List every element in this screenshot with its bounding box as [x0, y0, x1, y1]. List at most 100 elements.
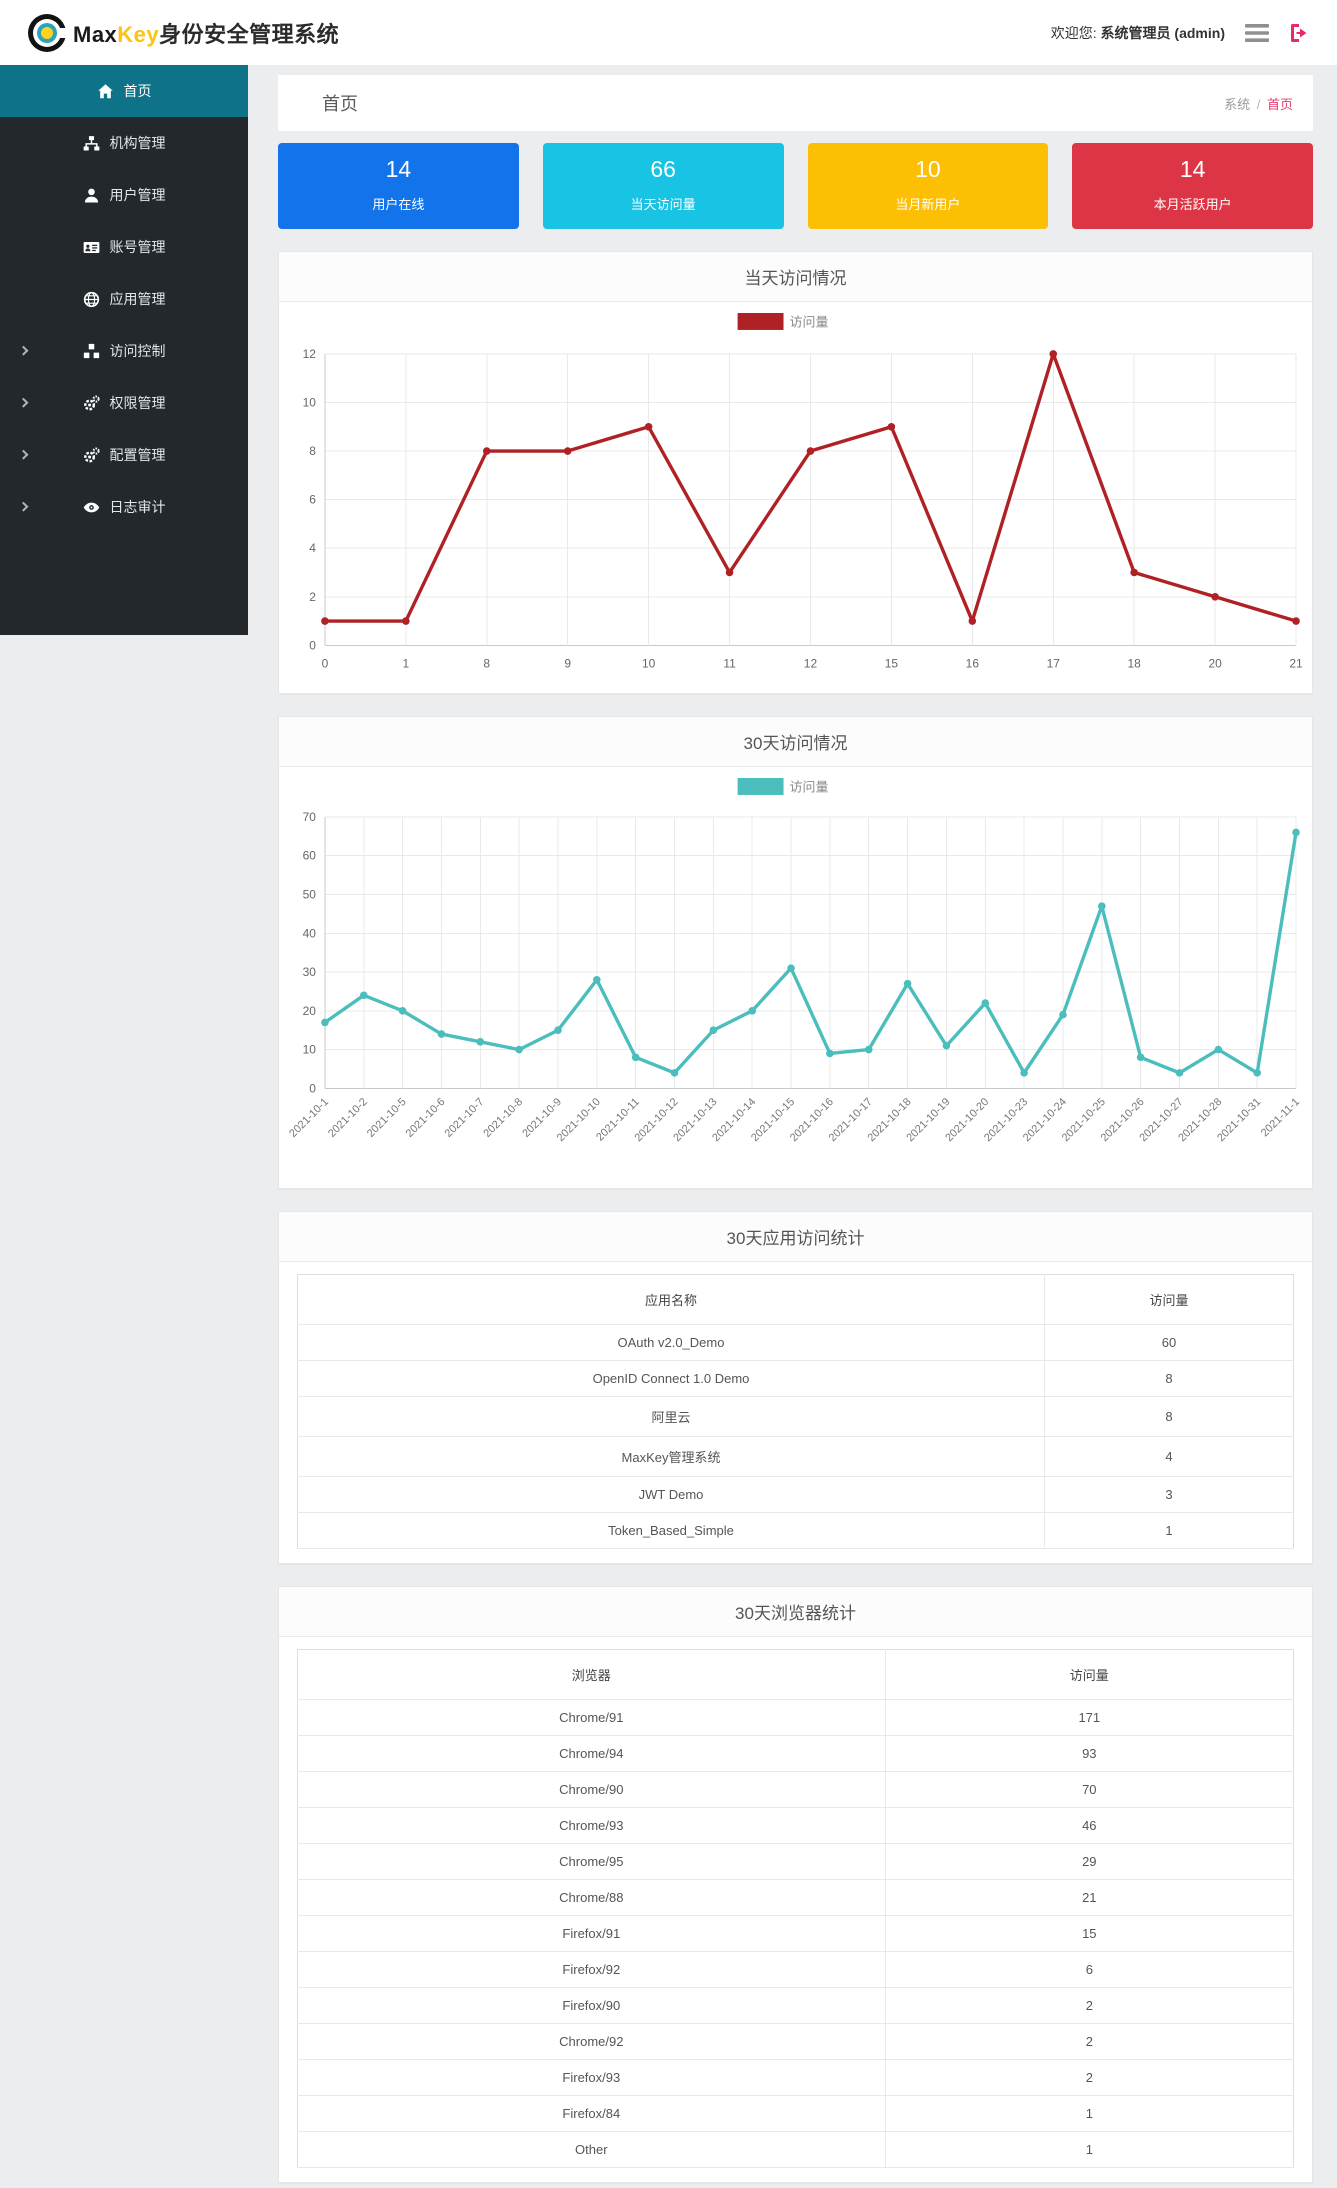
table-row: OpenID Connect 1.0 Demo 8 [297, 1360, 1294, 1398]
table-cell: Chrome/88 [297, 1879, 886, 1917]
stat-card-users-online: 14 用户在线 [278, 143, 519, 229]
sidebar-item-label: 配置管理 [109, 447, 166, 463]
column-header: 浏览器 [297, 1649, 886, 1701]
sidebar: 首页 机构管理 用户管理 [0, 65, 248, 635]
svg-text:1: 1 [403, 656, 410, 670]
table-row: Chrome/92 2 [297, 2023, 1294, 2061]
sidebar-item-label: 首页 [123, 83, 152, 99]
app-visits-table: 应用名称 访问量 OAuth v2.0_Demo 60 OpenID Connect … [297, 1274, 1294, 1550]
panel-body: 浏览器 访问量 Chrome/91 171 Chrome/94 93 Chrome/90 7… [279, 1637, 1312, 2182]
logo-notch [60, 27, 68, 38]
brand: MaxKey身份安全管理系统 [28, 13, 340, 52]
table-cell: 46 [885, 1807, 1294, 1845]
table-cell: 171 [885, 1699, 1294, 1737]
brand-suffix: 身份安全管理系统 [159, 21, 340, 47]
maxkey-logo-icon [28, 13, 68, 52]
welcome-text: 欢迎您: 系统管理员 (admin) [1051, 23, 1225, 43]
svg-text:10: 10 [303, 1043, 317, 1057]
sidebar-item-configuration[interactable]: 配置管理 [0, 429, 248, 481]
table-row: Chrome/94 93 [297, 1735, 1294, 1773]
table-cell: OpenID Connect 1.0 Demo [297, 1360, 1045, 1398]
cubes-icon [83, 343, 100, 360]
table-row: Chrome/93 46 [297, 1807, 1294, 1845]
table-cell: Chrome/90 [297, 1771, 886, 1809]
table-cell: 29 [885, 1843, 1294, 1881]
welcome-label: 欢迎您: [1050, 24, 1097, 41]
sidebar-item-audit-logs[interactable]: 日志审计 [0, 481, 248, 533]
breadcrumb: 首页 系统 / 首页 [278, 75, 1313, 131]
table-cell: JWT Demo [297, 1476, 1045, 1514]
svg-text:0: 0 [322, 656, 329, 670]
sidebar-item-permissions[interactable]: 权限管理 [0, 377, 248, 429]
logout-icon[interactable] [1289, 23, 1311, 43]
table-cell: OAuth v2.0_Demo [297, 1324, 1045, 1362]
globe-icon [83, 291, 100, 308]
table-cell: Firefox/92 [297, 1951, 886, 1989]
svg-text:2021-11-1: 2021-11-1 [1259, 1096, 1302, 1139]
svg-text:0: 0 [309, 638, 316, 652]
stat-value: 14 [385, 156, 412, 182]
eye-icon [83, 499, 100, 516]
sidebar-item-users[interactable]: 用户管理 [0, 169, 248, 221]
table-cell: 2 [885, 1987, 1294, 2025]
table-cell: 1 [885, 2095, 1294, 2133]
table-header-row: 浏览器 访问量 [297, 1649, 1294, 1701]
main-layout: 首页 机构管理 用户管理 [0, 65, 1337, 2188]
table-cell: 阿里云 [297, 1396, 1045, 1438]
stat-value: 10 [915, 156, 941, 182]
panel-body: 访问量 0 10 20 30 40 50 60 70 2021-10-1 2021-10-2 2021… [279, 767, 1312, 1188]
svg-text:2021-10-5: 2021-10-5 [365, 1096, 409, 1140]
stat-card-active-users: 14 本月活跃用户 [1072, 143, 1313, 229]
table-header-row: 应用名称 访问量 [297, 1274, 1294, 1326]
svg-text:10: 10 [642, 656, 656, 670]
svg-text:21: 21 [1289, 656, 1303, 670]
table-row: Chrome/91 171 [297, 1699, 1294, 1737]
sidebar-item-label: 权限管理 [109, 395, 166, 411]
column-header: 访问量 [1044, 1274, 1294, 1326]
breadcrumb-parent-link[interactable]: 系统 [1224, 96, 1251, 112]
svg-text:2021-10-8: 2021-10-8 [481, 1096, 525, 1140]
sidebar-item-accounts[interactable]: 账号管理 [0, 221, 248, 273]
svg-text:17: 17 [1047, 656, 1061, 670]
top-header: MaxKey身份安全管理系统 欢迎您: 系统管理员 (admin) [0, 0, 1337, 65]
chevron-right-icon [18, 501, 29, 512]
table-cell: 4 [1044, 1436, 1294, 1478]
sidebar-item-apps[interactable]: 应用管理 [0, 273, 248, 325]
table-row: Chrome/90 70 [297, 1771, 1294, 1809]
chevron-right-icon [18, 397, 29, 408]
table-row: Chrome/95 29 [297, 1843, 1294, 1881]
table-cell: 1 [885, 2131, 1294, 2169]
breadcrumb-current-link[interactable]: 首页 [1266, 96, 1293, 112]
sidebar-item-org[interactable]: 机构管理 [0, 117, 248, 169]
table-cell: Chrome/92 [297, 2023, 886, 2061]
sidebar-item-label: 日志审计 [109, 499, 166, 515]
table-cell: Firefox/90 [297, 1987, 886, 2025]
svg-text:8: 8 [483, 656, 490, 670]
panel-body: 访问量 0 2 4 6 8 10 12 0 1 8 9 10 11 12 15 16 17 18 20 21 [279, 302, 1312, 693]
svg-text:0: 0 [309, 1082, 316, 1096]
svg-text:11: 11 [723, 656, 736, 670]
table-cell: 6 [885, 1951, 1294, 1989]
svg-text:12: 12 [303, 347, 317, 361]
svg-text:访问量: 访问量 [790, 314, 829, 329]
svg-text:12: 12 [804, 656, 818, 670]
table-cell: 3 [1044, 1476, 1294, 1514]
table-cell: Chrome/93 [297, 1807, 886, 1845]
id-card-icon [83, 239, 100, 256]
header-actions: 欢迎您: 系统管理员 (admin) [1051, 23, 1311, 43]
menu-toggle-icon[interactable] [1245, 23, 1269, 42]
stat-value: 66 [650, 156, 676, 182]
svg-text:9: 9 [564, 656, 571, 670]
stat-label: 当天访问量 [630, 197, 696, 212]
sidebar-item-home[interactable]: 首页 [0, 65, 248, 117]
svg-text:40: 40 [303, 927, 317, 941]
sidebar-item-access-control[interactable]: 访问控制 [0, 325, 248, 377]
user-icon [83, 187, 100, 204]
panel-browser-stats: 30天浏览器统计 浏览器 访问量 Chrome/91 171 Chrome/94 93 C… [278, 1586, 1313, 2184]
logo-core [41, 26, 53, 39]
svg-text:70: 70 [303, 810, 317, 824]
table-row: Firefox/91 15 [297, 1915, 1294, 1953]
browser-stats-table: 浏览器 访问量 Chrome/91 171 Chrome/94 93 Chrome/90 7… [297, 1649, 1294, 2169]
